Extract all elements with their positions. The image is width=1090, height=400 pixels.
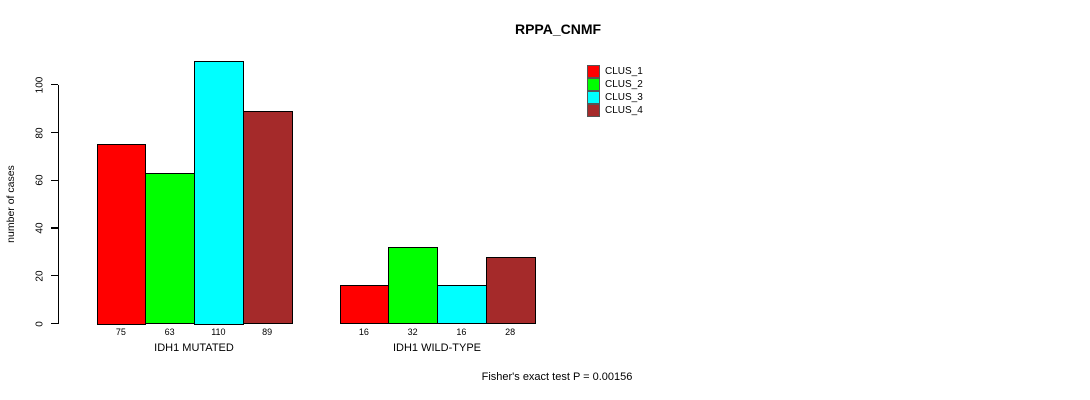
y-axis-tick-label: 20 (34, 270, 46, 282)
bar-clus_2-2 (388, 247, 438, 325)
y-axis-tick (50, 179, 58, 181)
bar-clus_4-2 (485, 256, 536, 325)
bar-value-label: 32 (407, 327, 418, 337)
y-axis-tick-label: 60 (34, 174, 46, 186)
y-axis-tick-label: 100 (34, 76, 46, 94)
bar-clus_3-2 (437, 285, 487, 325)
legend-label: CLUS_4 (605, 105, 643, 116)
y-axis-tick (50, 84, 58, 86)
fisher-test-annotation: Fisher's exact test P = 0.00156 (481, 371, 633, 383)
y-axis-tick-label: 80 (34, 126, 46, 139)
bar-value-label: 16 (358, 327, 369, 337)
y-axis-label: number of cases (5, 165, 17, 243)
y-axis-tick (50, 322, 58, 325)
legend-swatch-clus_3 (587, 91, 600, 104)
bar-value-label: 75 (115, 327, 126, 337)
category-label: IDH1 MUTATED (154, 342, 234, 354)
bar-clus_2-1 (145, 173, 195, 325)
bar-value-label: 63 (164, 327, 175, 337)
bar-value-label: 28 (505, 327, 516, 337)
y-axis-line (57, 84, 59, 324)
legend-item-clus_1: CLUS_1 (587, 65, 643, 78)
bar-clus_3-1 (194, 60, 244, 325)
category-label: IDH1 WILD-TYPE (392, 342, 482, 354)
chart-title: RPPA_CNMF (514, 21, 602, 37)
legend-item-clus_2: CLUS_2 (587, 78, 643, 91)
legend-swatch-clus_1 (587, 65, 600, 78)
legend-item-clus_3: CLUS_3 (587, 91, 643, 104)
legend-label: CLUS_2 (605, 79, 643, 90)
y-axis-tick (50, 227, 58, 229)
legend: CLUS_1 CLUS_2 CLUS_3 CLUS_4 (587, 65, 643, 117)
bar-value-label: 89 (262, 327, 273, 337)
legend-item-clus_4: CLUS_4 (587, 104, 643, 117)
legend-label: CLUS_1 (605, 66, 643, 77)
legend-swatch-clus_2 (587, 78, 600, 91)
y-axis-tick (50, 275, 58, 277)
bar-clus_1-2 (339, 285, 390, 325)
legend-label: CLUS_3 (605, 92, 643, 103)
legend-swatch-clus_4 (587, 104, 600, 117)
y-axis-tick-label: 0 (34, 320, 46, 327)
bar-value-label: 110 (211, 327, 226, 337)
bar-value-label: 16 (456, 327, 467, 337)
bar-clus_1-1 (96, 144, 147, 325)
y-axis-tick (50, 131, 58, 134)
y-axis-tick-label: 40 (34, 222, 46, 234)
bar-clus_4-1 (242, 111, 293, 325)
